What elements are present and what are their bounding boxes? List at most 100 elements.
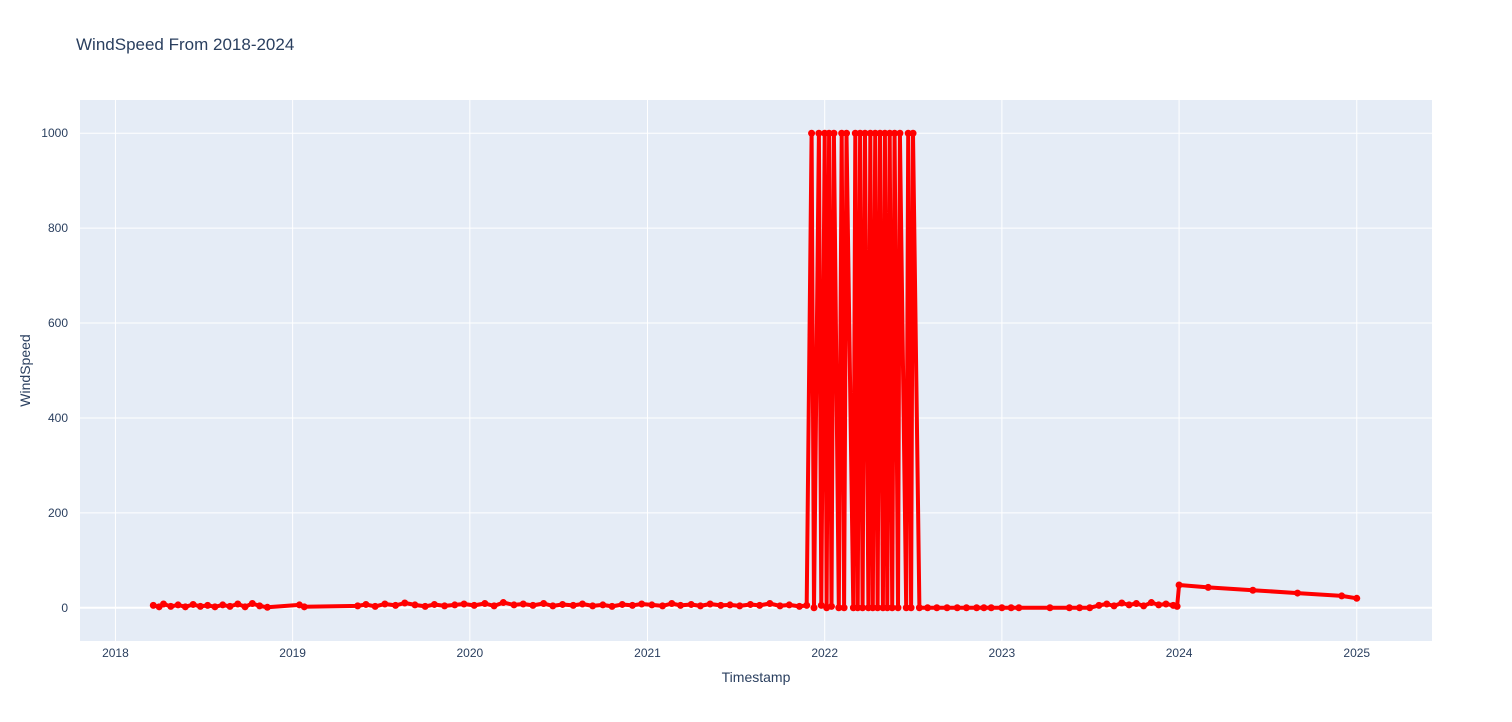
data-point bbox=[234, 600, 242, 608]
data-point bbox=[196, 602, 204, 610]
data-point bbox=[578, 600, 586, 608]
data-point bbox=[263, 603, 271, 611]
data-point bbox=[618, 600, 626, 608]
x-tick-label: 2018 bbox=[102, 646, 129, 660]
data-point bbox=[470, 601, 478, 609]
data-point bbox=[421, 602, 429, 610]
data-point bbox=[830, 129, 838, 137]
data-point bbox=[825, 129, 833, 137]
data-point bbox=[211, 603, 219, 611]
y-tick-label: 0 bbox=[61, 601, 68, 615]
data-point bbox=[460, 600, 468, 608]
data-point bbox=[354, 602, 362, 610]
data-point bbox=[1140, 602, 1148, 610]
data-point bbox=[886, 129, 894, 137]
data-point bbox=[854, 604, 862, 612]
data-point bbox=[861, 129, 869, 137]
data-point bbox=[904, 129, 912, 137]
data-point bbox=[859, 604, 867, 612]
data-point bbox=[1110, 602, 1118, 610]
data-point bbox=[881, 129, 889, 137]
y-tick-label: 1000 bbox=[41, 126, 68, 140]
data-point bbox=[668, 600, 676, 608]
data-point bbox=[204, 601, 212, 609]
data-point bbox=[717, 601, 725, 609]
chart-title: WindSpeed From 2018-2024 bbox=[76, 35, 294, 54]
y-axis-title: WindSpeed bbox=[17, 334, 33, 406]
data-point bbox=[677, 601, 685, 609]
data-point bbox=[696, 602, 704, 610]
data-point bbox=[915, 604, 923, 612]
series-windspeed bbox=[149, 129, 1361, 612]
data-point bbox=[1353, 594, 1361, 602]
x-tick-label: 2019 bbox=[279, 646, 306, 660]
data-point bbox=[638, 600, 646, 608]
data-point bbox=[726, 601, 734, 609]
data-point bbox=[795, 602, 803, 610]
data-point bbox=[1007, 604, 1015, 612]
data-point bbox=[835, 604, 843, 612]
data-point bbox=[608, 602, 616, 610]
data-point bbox=[411, 601, 419, 609]
data-point bbox=[1173, 602, 1181, 610]
data-point bbox=[529, 601, 537, 609]
data-point bbox=[817, 601, 825, 609]
data-point bbox=[628, 601, 636, 609]
data-point bbox=[1132, 600, 1140, 608]
data-point bbox=[962, 604, 970, 612]
data-point bbox=[924, 604, 932, 612]
data-point bbox=[189, 600, 197, 608]
data-point bbox=[1046, 604, 1054, 612]
data-point bbox=[599, 601, 607, 609]
data-point bbox=[902, 604, 910, 612]
data-point bbox=[838, 129, 846, 137]
data-point bbox=[1086, 604, 1094, 612]
data-point bbox=[827, 602, 835, 610]
data-point bbox=[785, 601, 793, 609]
data-point bbox=[401, 599, 409, 607]
data-point bbox=[481, 600, 489, 608]
data-point bbox=[392, 601, 400, 609]
data-point bbox=[896, 129, 904, 137]
data-point bbox=[1118, 599, 1126, 607]
x-axis-title: Timestamp bbox=[722, 669, 791, 685]
data-point bbox=[1125, 601, 1133, 609]
x-tick-label: 2021 bbox=[634, 646, 661, 660]
data-point bbox=[776, 602, 784, 610]
data-point bbox=[687, 600, 695, 608]
data-point bbox=[909, 129, 917, 137]
data-point bbox=[869, 604, 877, 612]
data-point bbox=[1162, 600, 1170, 608]
data-point bbox=[980, 604, 988, 612]
x-tick-label: 2023 bbox=[989, 646, 1016, 660]
data-point bbox=[891, 129, 899, 137]
data-point bbox=[746, 600, 754, 608]
data-point bbox=[174, 601, 182, 609]
data-point bbox=[1204, 583, 1212, 591]
data-point bbox=[1249, 586, 1257, 594]
data-point bbox=[1015, 604, 1023, 612]
axis-ticks: 0 200 400 600 800 1000 2018 2019 2020 2021 2022 202… bbox=[41, 126, 1370, 660]
data-point bbox=[808, 129, 816, 137]
data-point bbox=[1338, 592, 1346, 600]
data-point bbox=[706, 600, 714, 608]
data-point bbox=[874, 604, 882, 612]
data-point bbox=[1103, 600, 1111, 608]
data-point bbox=[659, 602, 667, 610]
data-point bbox=[300, 603, 308, 611]
data-point bbox=[256, 602, 264, 610]
y-tick-label: 400 bbox=[48, 411, 68, 425]
data-point bbox=[907, 604, 915, 612]
data-point bbox=[510, 601, 518, 609]
data-point bbox=[766, 600, 774, 608]
data-point bbox=[499, 599, 507, 607]
y-tick-label: 800 bbox=[48, 221, 68, 235]
data-point bbox=[933, 604, 941, 612]
data-point bbox=[648, 601, 656, 609]
data-point bbox=[998, 604, 1006, 612]
x-tick-label: 2020 bbox=[456, 646, 483, 660]
data-point bbox=[973, 604, 981, 612]
data-point bbox=[1294, 589, 1302, 597]
data-point bbox=[441, 602, 449, 610]
